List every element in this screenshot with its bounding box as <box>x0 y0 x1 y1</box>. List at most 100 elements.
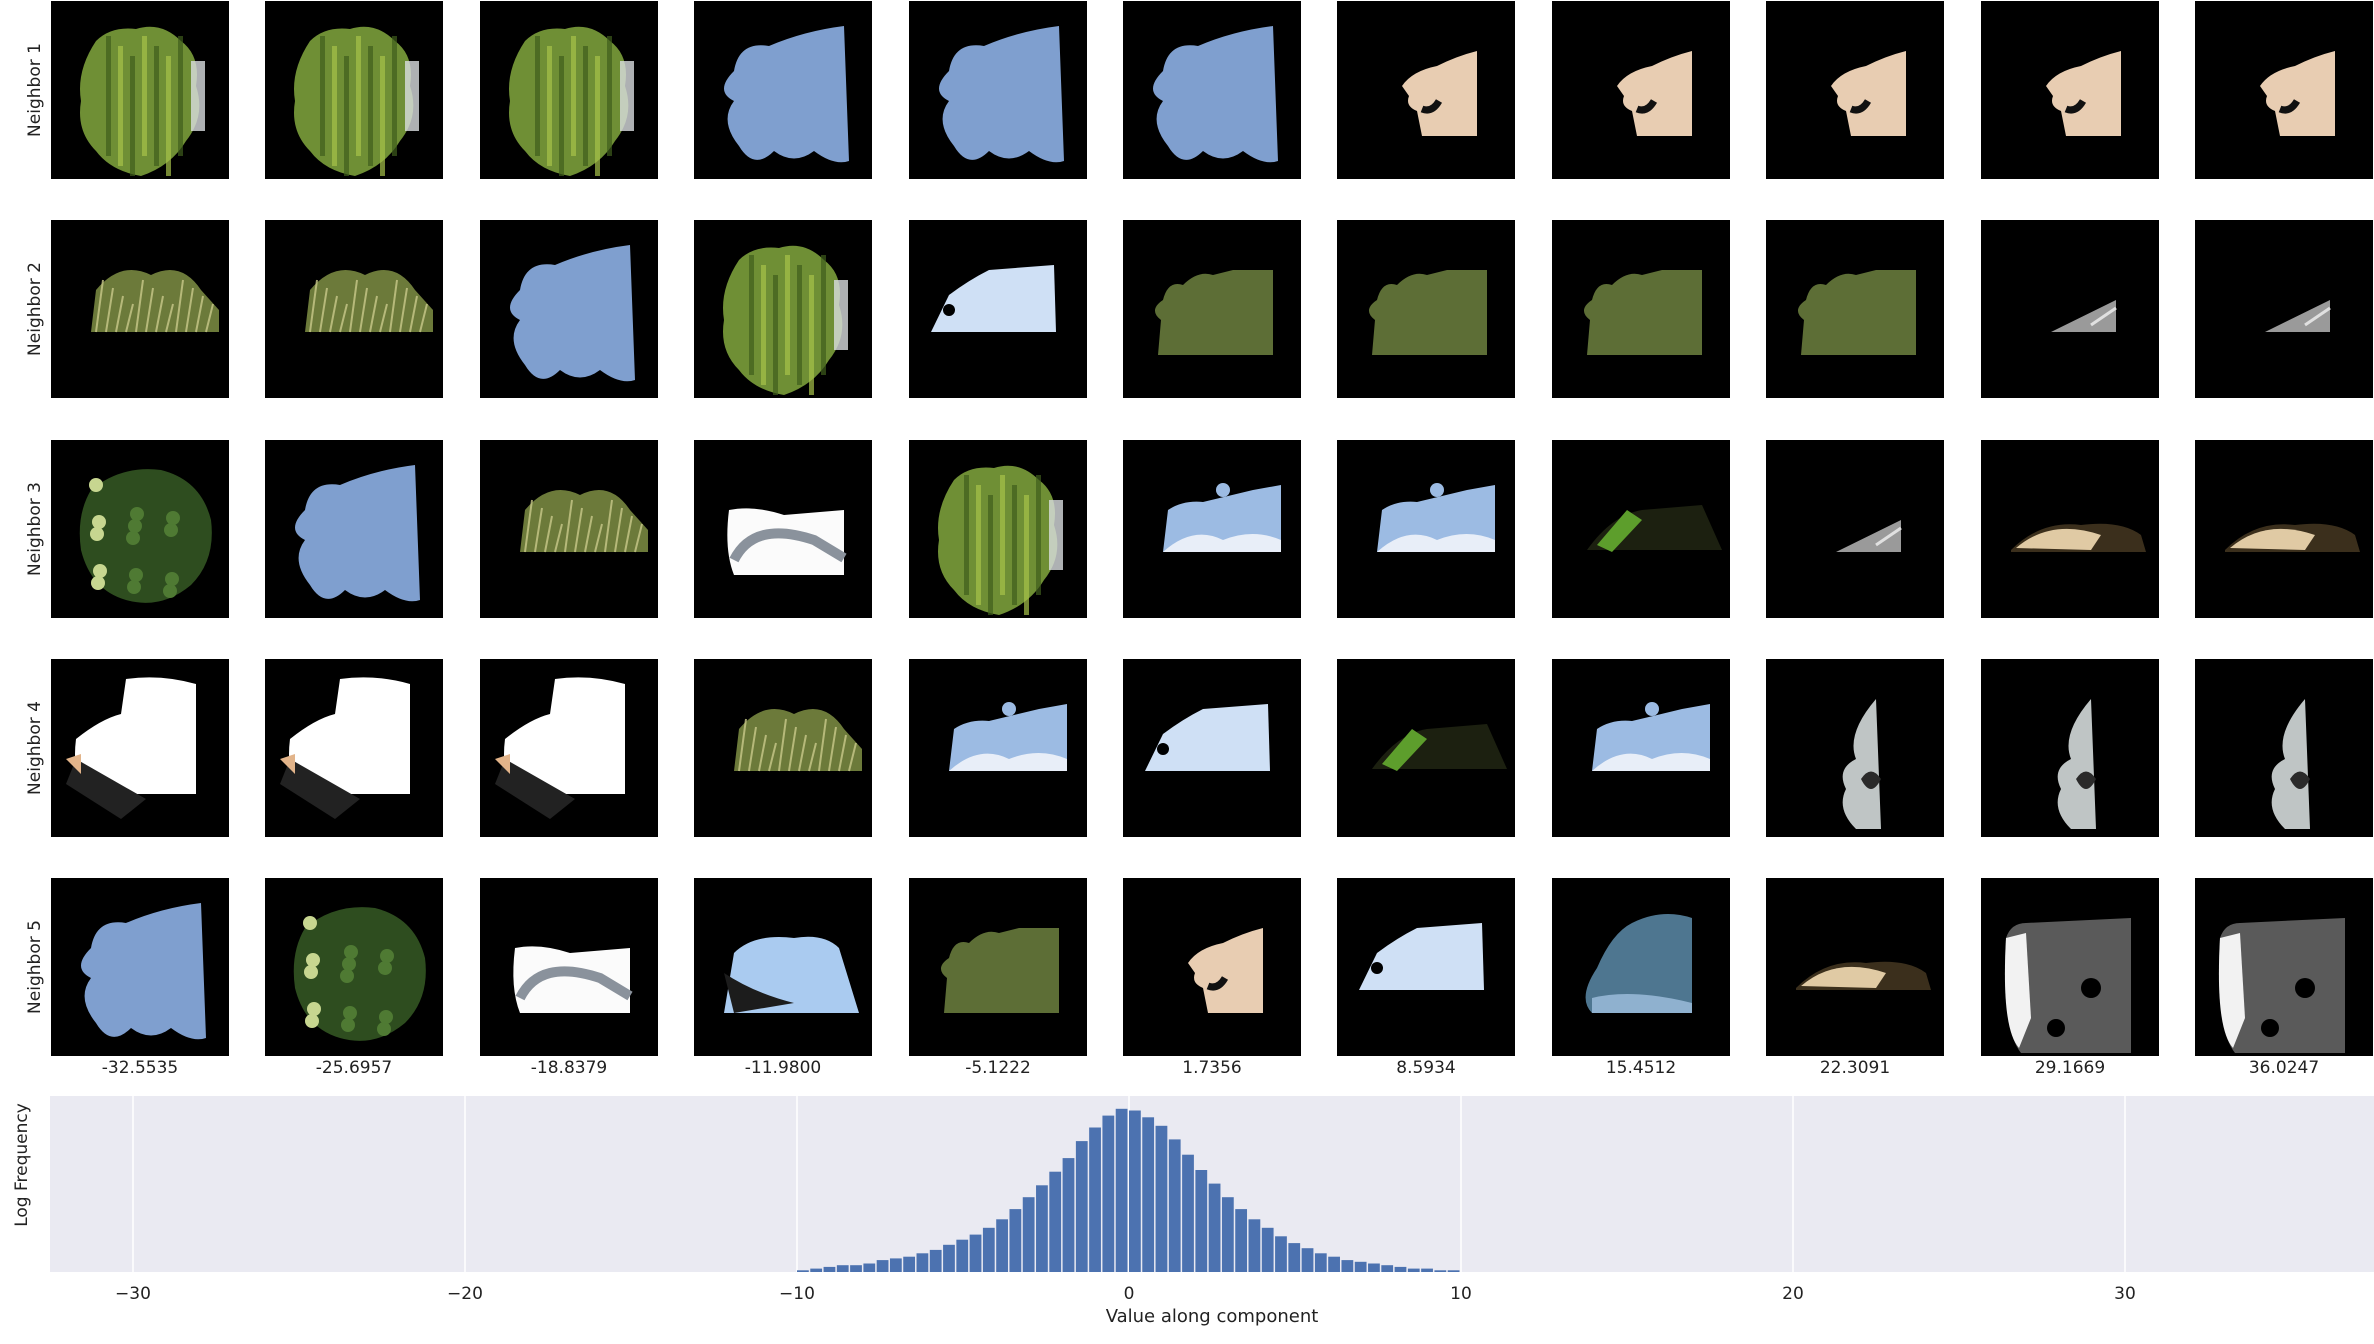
thumbnail-image <box>2195 659 2373 837</box>
neighbor-thumbnail <box>1552 659 1730 837</box>
row-label-neighbor-5: Neighbor 5 <box>25 920 45 1014</box>
column-value-label: -5.1222 <box>965 1058 1031 1078</box>
thumbnail-image <box>2195 878 2373 1056</box>
x-tick-label: 20 <box>1782 1284 1804 1304</box>
x-tick-label: 30 <box>2114 1284 2136 1304</box>
thumbnail-image <box>51 1 229 179</box>
thumbnail-image <box>265 878 443 1056</box>
neighbor-thumbnail <box>51 878 229 1056</box>
column-value-label: 1.7356 <box>1182 1058 1242 1078</box>
neighbor-thumbnail <box>51 1 229 179</box>
histogram-bar <box>982 1227 995 1272</box>
thumbnail-image <box>1981 659 2159 837</box>
neighbor-thumbnail <box>480 659 658 837</box>
neighbor-thumbnail <box>265 440 443 618</box>
neighbor-thumbnail <box>1766 220 1944 398</box>
neighbor-thumbnail <box>51 440 229 618</box>
histogram-bar <box>1407 1268 1420 1272</box>
histogram-bar <box>1062 1158 1075 1272</box>
thumbnail-image <box>2195 1 2373 179</box>
thumbnail-image <box>1552 659 1730 837</box>
x-tick-label: −20 <box>447 1284 483 1304</box>
neighbor-thumbnail <box>1123 1 1301 179</box>
thumbnail-image <box>265 220 443 398</box>
thumbnail-image <box>265 1 443 179</box>
histogram-bar <box>1275 1236 1287 1272</box>
neighbor-thumbnail <box>1981 440 2159 618</box>
thumbnail-image <box>265 659 443 837</box>
column-value-label: 15.4512 <box>1605 1058 1677 1078</box>
thumbnail-image <box>480 440 658 618</box>
histogram-bar <box>1261 1227 1274 1272</box>
column-value-label: -25.6957 <box>315 1058 393 1078</box>
neighbor-thumbnail <box>1552 878 1730 1056</box>
histogram-bar <box>1208 1183 1221 1272</box>
histogram-bar <box>1036 1185 1048 1272</box>
thumbnail-image <box>1123 220 1301 398</box>
histogram-bar <box>1182 1154 1194 1272</box>
thumbnail-image <box>1552 220 1730 398</box>
histogram-bar <box>1089 1127 1101 1272</box>
neighbor-thumbnail <box>1337 220 1515 398</box>
column-value-label: -18.8379 <box>530 1058 608 1078</box>
neighbor-thumbnail <box>2195 659 2373 837</box>
thumbnail-image <box>1766 1 1944 179</box>
histogram-bar <box>943 1244 955 1272</box>
row-label-neighbor-3: Neighbor 3 <box>25 482 45 576</box>
neighbor-thumbnail <box>480 440 658 618</box>
thumbnail-image <box>1123 878 1301 1056</box>
thumbnail-image <box>480 1 658 179</box>
histogram-bar <box>1421 1268 1433 1272</box>
neighbor-thumbnail <box>909 440 1087 618</box>
histogram-bar <box>929 1249 942 1272</box>
thumbnail-image <box>480 659 658 837</box>
neighbor-thumbnail <box>694 878 872 1056</box>
neighbor-thumbnail <box>265 1 443 179</box>
column-value-label: 8.5934 <box>1396 1058 1456 1078</box>
thumbnail-image <box>694 440 872 618</box>
thumbnail-image <box>1337 659 1515 837</box>
column-value-label: -32.5535 <box>101 1058 179 1078</box>
thumbnail-image <box>1981 1 2159 179</box>
neighbor-thumbnail <box>1766 878 1944 1056</box>
histogram-bar <box>1102 1115 1115 1272</box>
thumbnail-image <box>1552 440 1730 618</box>
histogram-bar <box>1022 1197 1035 1272</box>
histogram-bar <box>1314 1253 1327 1272</box>
neighbor-thumbnail <box>1337 1 1515 179</box>
thumbnail-image <box>1552 1 1730 179</box>
histogram-y-label: Log Frequency <box>12 1103 32 1227</box>
neighbor-thumbnail <box>2195 878 2373 1056</box>
thumbnail-image <box>1337 1 1515 179</box>
histogram-bar <box>956 1239 969 1272</box>
neighbor-thumbnail <box>2195 1 2373 179</box>
histogram-bar <box>1301 1248 1314 1272</box>
histogram-bar <box>1447 1270 1460 1272</box>
neighbor-thumbnail <box>909 659 1087 837</box>
column-value-label: -11.9800 <box>744 1058 822 1078</box>
neighbor-thumbnail <box>2195 440 2373 618</box>
column-value-label: 36.0247 <box>2248 1058 2320 1078</box>
histogram-bar <box>1155 1125 1168 1272</box>
x-tick-label: −10 <box>779 1284 815 1304</box>
thumbnail-image <box>1337 878 1515 1056</box>
thumbnail-image <box>1123 1 1301 179</box>
histogram-bar <box>850 1265 862 1272</box>
neighbor-thumbnail <box>51 220 229 398</box>
row-label-neighbor-4: Neighbor 4 <box>25 701 45 795</box>
histogram-bar <box>1381 1265 1394 1272</box>
neighbor-thumbnail <box>265 220 443 398</box>
thumbnail-image <box>1766 440 1944 618</box>
neighbor-thumbnail <box>1337 659 1515 837</box>
neighbor-thumbnail <box>1123 440 1301 618</box>
neighbor-thumbnail <box>1981 1 2159 179</box>
histogram-bar <box>1075 1141 1088 1272</box>
thumbnail-image <box>51 440 229 618</box>
thumbnail-image <box>1981 440 2159 618</box>
thumbnail-image <box>265 440 443 618</box>
histogram-bar <box>1368 1263 1380 1272</box>
thumbnail-image <box>1552 878 1730 1056</box>
thumbnail-image <box>480 878 658 1056</box>
thumbnail-image <box>1337 220 1515 398</box>
neighbor-thumbnail <box>909 878 1087 1056</box>
